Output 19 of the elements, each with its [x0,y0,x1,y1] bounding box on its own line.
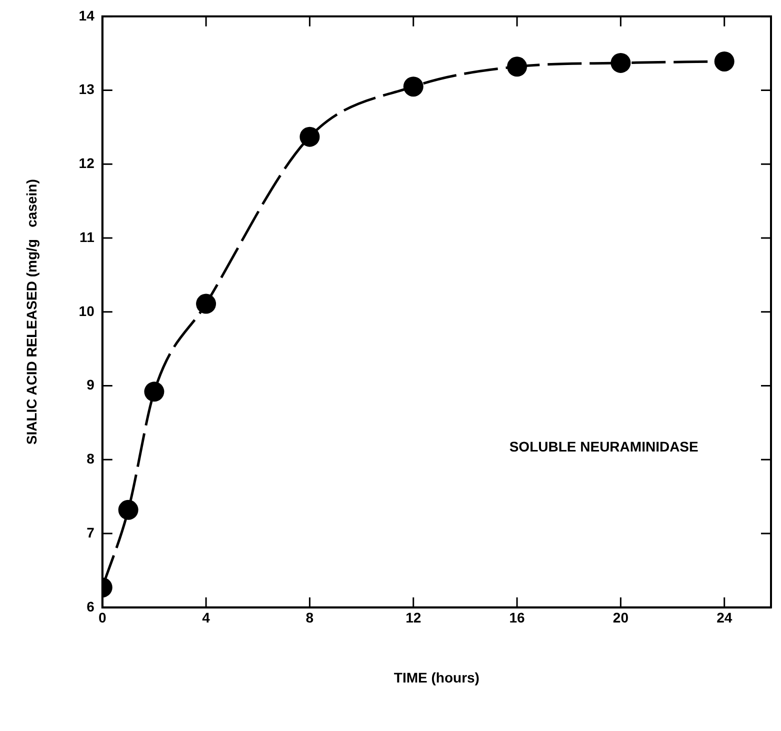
annotation: SOLUBLE NEURAMINIDASE [509,438,698,455]
x-axis-title: TIME (hours) [394,669,480,686]
x-tick-label: 8 [306,610,314,626]
y-tick-label: 14 [78,7,95,24]
x-tick-label: 4 [202,610,210,626]
y-tick-label: 7 [86,524,95,540]
y-tick-label: 13 [78,81,95,98]
x-tick-label: 0 [98,610,106,626]
y-tick-label: 10 [78,302,95,319]
y-tick-label: 8 [86,450,95,467]
y-axis-title: SIALIC ACID RELEASED (mg/g casein) [23,179,40,445]
y-tick-label: 6 [86,598,95,614]
y-tick-label: 11 [80,228,95,245]
x-tick-label: 24 [716,610,732,626]
x-tick-label: 16 [509,610,526,626]
y-tick-label: 9 [86,376,95,393]
y-tick-label: 12 [78,155,95,172]
x-tick-label: 12 [406,610,422,626]
x-tick-label: 20 [612,610,629,626]
